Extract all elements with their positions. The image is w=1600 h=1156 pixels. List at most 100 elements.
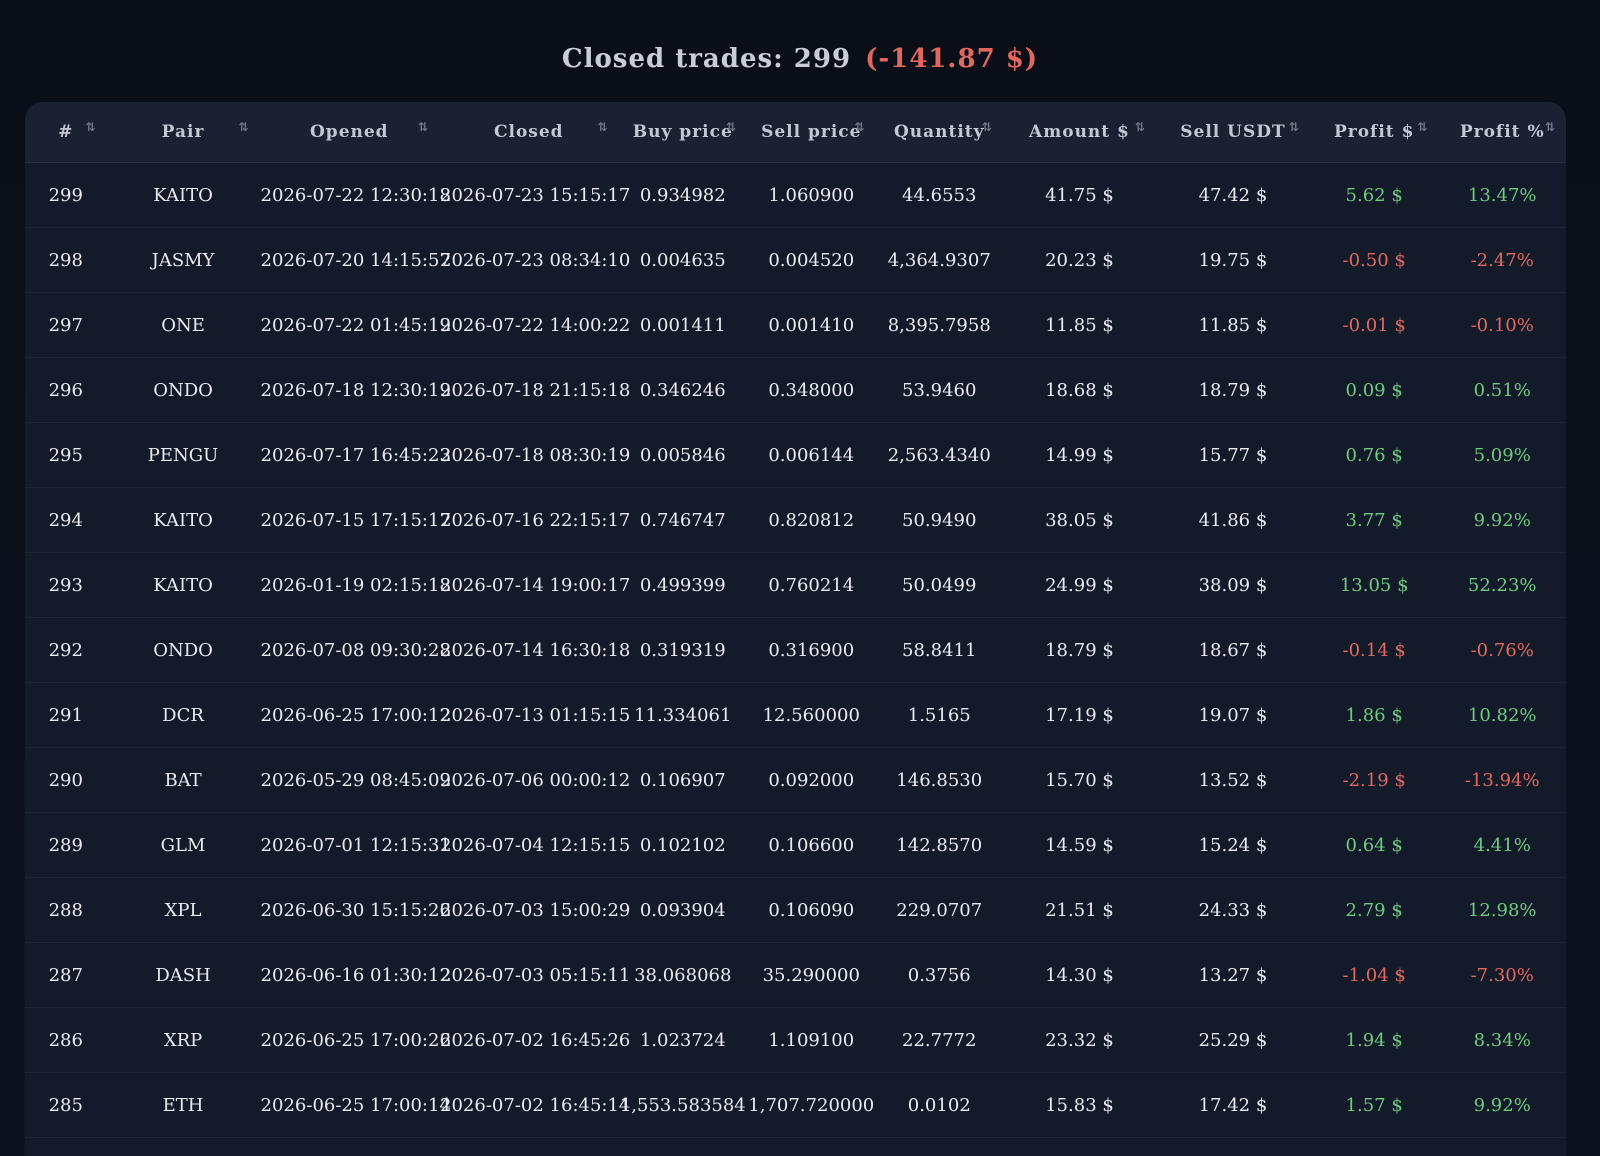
cell-sell-usdt: 15.77 $ (1155, 422, 1310, 488)
cell-sell-usdt: 13.27 $ (1155, 942, 1310, 1008)
cell-opened: 2026-01-19 02:15:18 (259, 552, 451, 618)
cell-opened: 2026-07-22 01:45:19 (259, 292, 451, 358)
col-header-profit[interactable]: Profit $ ⇅ (1309, 102, 1439, 163)
table-row[interactable]: 289 GLM 2026-07-01 12:15:31 2026-07-04 12:1… (25, 812, 1566, 878)
sort-updown-icon[interactable]: ⇅ (1544, 120, 1556, 134)
cell-id: 293 (25, 552, 107, 618)
cell-closed: 2026-07-18 21:15:18 (439, 357, 630, 423)
cell-opened: 2026-07-15 17:15:17 (259, 487, 451, 553)
cell-opened: 2026-06-25 17:00:14 (259, 1072, 451, 1138)
cell-quantity: 22.7772 (875, 1007, 1003, 1073)
table-row[interactable]: 284RAY2026-05-15 16:45:212026-07-02 14:0… (25, 1137, 1566, 1156)
cell-profit-pct: 13.47% (1438, 162, 1566, 228)
cell-buy-price: 0.743829 (618, 1137, 748, 1156)
table-row[interactable]: 298 JASMY 2026-07-20 14:15:57 2026-07-23 08… (25, 227, 1566, 293)
cell-opened: 2026-07-22 12:30:18 (259, 162, 451, 228)
sort-updown-icon[interactable]: ⇅ (1417, 120, 1429, 134)
table-row[interactable]: 288 XPL 2026-06-30 15:15:26 2026-07-03 15:0… (25, 877, 1566, 943)
cell-sell-usdt: 13.52 $ (1155, 747, 1310, 813)
cell-profit: 2.79 $ (1309, 877, 1439, 943)
table-row[interactable]: 286 XRP 2026-06-25 17:00:26 2026-07-02 16:4… (25, 1007, 1566, 1073)
cell-buy-price: 0.005846 (618, 422, 748, 488)
cell-profit: 0.76 $ (1309, 422, 1439, 488)
col-header-quantity[interactable]: Quantity ⇅ (875, 102, 1003, 163)
cell-pair: JASMY (106, 227, 260, 293)
cell-profit: 0.09 $ (1309, 357, 1439, 423)
table-row[interactable]: 297 ONE 2026-07-22 01:45:19 2026-07-22 14:0… (25, 292, 1566, 358)
col-header-amount[interactable]: Amount $ ⇅ (1002, 102, 1156, 163)
col-header-sell-usdt[interactable]: Sell USDT ⇅ (1155, 102, 1310, 163)
cell-opened: 2026-06-16 01:30:12 (259, 942, 451, 1008)
cell-sell-price: 0.106090 (747, 877, 876, 943)
cell-closed: 2026-07-23 15:15:17 (439, 162, 630, 228)
cell-id: 286 (25, 1007, 107, 1073)
cell-profit: -0.01 $ (1309, 292, 1439, 358)
sort-updown-icon[interactable]: ⇅ (1288, 120, 1300, 134)
cell-amount: 14.30 $ (1002, 942, 1156, 1008)
cell-id: 284 (25, 1137, 107, 1156)
cell-buy-price: 0.746747 (618, 487, 748, 553)
sort-updown-icon[interactable]: ⇅ (85, 120, 97, 134)
cell-quantity: 32.7672 (875, 1137, 1003, 1156)
cell-opened: 2026-05-15 16:45:21 (259, 1137, 440, 1156)
cell-buy-price: 1,553.583584 (618, 1072, 748, 1138)
table-row[interactable]: 294 KAITO 2026-07-15 17:15:17 2026-07-16 22… (25, 487, 1566, 553)
table-row[interactable]: 299 KAITO 2026-07-22 12:30:18 2026-07-23 15… (25, 162, 1566, 228)
cell-quantity: 142.8570 (875, 812, 1003, 878)
cell-sell-usdt: 24.33 $ (1155, 877, 1310, 943)
cell-pair: DASH (106, 942, 260, 1008)
col-header-closed[interactable]: Closed ⇅ (439, 102, 619, 163)
col-header-buy-price[interactable]: Buy price ⇅ (618, 102, 748, 163)
table-row[interactable]: 291 DCR 2026-06-25 17:00:12 2026-07-13 01:1… (25, 682, 1566, 748)
table-row[interactable]: 290 BAT 2026-05-29 08:45:09 2026-07-06 00:0… (25, 747, 1566, 813)
cell-profit-pct: 5.09% (1438, 422, 1566, 488)
sort-updown-icon[interactable]: ⇅ (417, 120, 430, 134)
table-row[interactable]: 295 PENGU 2026-07-17 16:45:23 2026-07-18 08… (25, 422, 1566, 488)
cell-profit: 1.86 $ (1309, 682, 1439, 748)
sort-updown-icon[interactable]: ⇅ (238, 120, 250, 134)
col-header-pair[interactable]: Pair ⇅ (106, 102, 260, 163)
table-row[interactable]: 287 DASH 2026-06-16 01:30:12 2026-07-03 05:… (25, 942, 1566, 1008)
cell-profit-pct: 9.92% (1438, 1072, 1566, 1138)
table-row[interactable]: 293 KAITO 2026-01-19 02:15:18 2026-07-14 19… (25, 552, 1566, 618)
trades-table-container[interactable]: # ⇅ Pair ⇅ Opened ⇅ Closed ⇅ Buy price ⇅ Sell… (25, 102, 1566, 1156)
cell-amount: 14.99 $ (1002, 422, 1156, 488)
cell-amount: 14.59 $ (1002, 812, 1156, 878)
cell-pair: ONE (106, 292, 260, 358)
sort-updown-icon[interactable]: ⇅ (725, 120, 738, 134)
cell-pair: KAITO (106, 162, 260, 228)
cell-pair: XPL (106, 877, 260, 943)
cell-opened: 2026-06-30 15:15:26 (259, 877, 451, 943)
col-header-id[interactable]: # ⇅ (25, 102, 107, 163)
cell-opened: 2026-07-17 16:45:23 (259, 422, 451, 488)
cell-buy-price: 1.023724 (618, 1007, 748, 1073)
col-header-sell-price[interactable]: Sell price ⇅ (747, 102, 876, 163)
cell-profit: 3.77 $ (1309, 487, 1439, 553)
cell-amount: 11.85 $ (1002, 292, 1156, 358)
cell-sell-price: 0.004520 (747, 227, 876, 293)
cell-closed: 2026-07-02 16:45:26 (439, 1007, 630, 1073)
cell-quantity: 2,563.4340 (875, 422, 1003, 488)
col-header-opened[interactable]: Opened ⇅ (259, 102, 440, 163)
cell-sell-usdt: 18.67 $ (1155, 617, 1310, 683)
cell-amount: 15.83 $ (1002, 1072, 1156, 1138)
cell-sell-price: 0.001410 (747, 292, 876, 358)
cell-buy-price: 0.499399 (618, 552, 748, 618)
cell-id: 290 (25, 747, 107, 813)
cell-quantity: 1.5165 (875, 682, 1003, 748)
sort-updown-icon[interactable]: ⇅ (981, 120, 993, 134)
cell-profit-pct: 0.51% (1438, 357, 1566, 423)
table-row[interactable]: 292 ONDO 2026-07-08 09:30:28 2026-07-14 16:… (25, 617, 1566, 683)
cell-buy-price: 38.068068 (618, 942, 748, 1008)
table-row[interactable]: 296 ONDO 2026-07-18 12:30:19 2026-07-18 21:… (25, 357, 1566, 423)
sort-updown-icon[interactable]: ⇅ (597, 120, 609, 134)
col-header-profit-pct[interactable]: Profit % ⇅ (1438, 102, 1566, 163)
cell-id: 294 (25, 487, 107, 553)
sort-updown-icon[interactable]: ⇅ (854, 120, 866, 134)
cell-sell-usdt: 18.79 $ (1155, 357, 1310, 423)
sort-updown-icon[interactable]: ⇅ (1134, 120, 1146, 134)
cell-closed: 2026-07-14 19:00:17 (439, 552, 630, 618)
cell-amount: 20.23 $ (1002, 227, 1156, 293)
cell-buy-price: 0.319319 (618, 617, 748, 683)
table-row[interactable]: 285 ETH 2026-06-25 17:00:14 2026-07-02 16:4… (25, 1072, 1566, 1138)
